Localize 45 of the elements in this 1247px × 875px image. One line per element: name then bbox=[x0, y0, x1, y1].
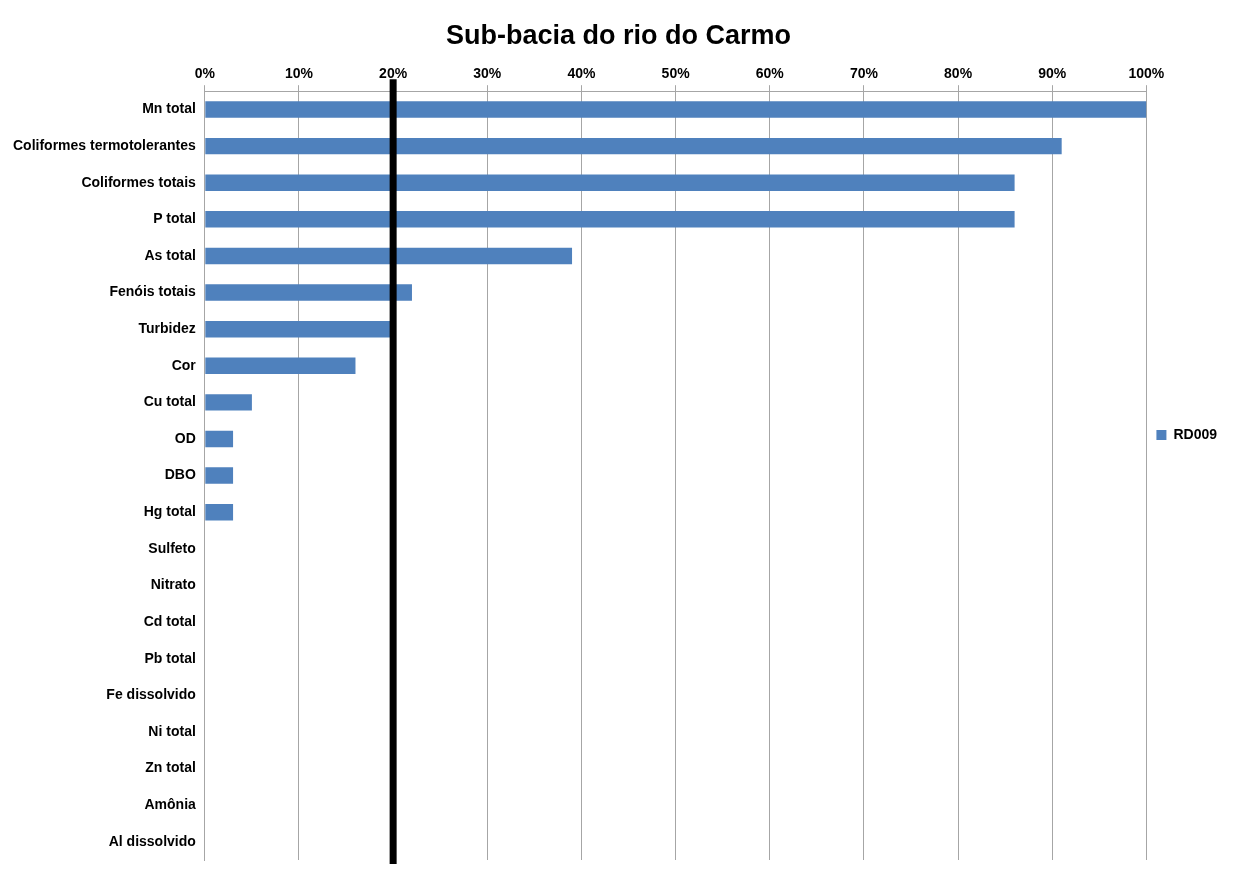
y-tick-label: Fenóis totais bbox=[109, 283, 197, 300]
y-tick-label: Hg total bbox=[143, 503, 196, 520]
y-tick-label: Mn total bbox=[142, 100, 196, 117]
y-tick-label: P total bbox=[153, 210, 196, 227]
x-tick-label: 40% bbox=[567, 64, 597, 81]
y-tick-label: As total bbox=[144, 246, 196, 263]
bar bbox=[205, 357, 356, 375]
x-tick-label: 0% bbox=[194, 64, 216, 81]
bar bbox=[205, 247, 573, 265]
y-tick-label: Amônia bbox=[144, 795, 197, 812]
x-tick-label: 90% bbox=[1038, 64, 1067, 81]
x-tick-label: 10% bbox=[284, 64, 314, 81]
y-tick-label: Sulfeto bbox=[148, 539, 196, 556]
bar bbox=[205, 503, 234, 521]
x-tick-label: 20% bbox=[379, 64, 408, 81]
bar bbox=[205, 211, 1015, 228]
y-tick-label: DBO bbox=[164, 466, 196, 483]
chart-title: Sub-bacia do rio do Carmo bbox=[445, 19, 792, 50]
x-tick-label: 30% bbox=[473, 64, 502, 81]
y-tick-label: Al dissolvido bbox=[108, 832, 196, 849]
x-tick-label: 60% bbox=[755, 64, 785, 81]
y-tick-label: Cor bbox=[171, 356, 197, 373]
y-tick-label: Ni total bbox=[148, 722, 196, 739]
bar bbox=[205, 430, 234, 448]
y-tick-label: Pb total bbox=[144, 649, 196, 666]
y-tick-label: Coliformes totais bbox=[81, 173, 197, 190]
y-tick-label: Fe dissolvido bbox=[106, 686, 196, 703]
bar bbox=[205, 284, 412, 301]
x-tick-label: 100% bbox=[1128, 64, 1165, 81]
legend-label: RD009 bbox=[1173, 425, 1218, 442]
bar bbox=[205, 394, 252, 411]
y-tick-label: Cd total bbox=[143, 612, 196, 629]
x-tick-label: 80% bbox=[944, 64, 973, 81]
x-tick-label: 50% bbox=[661, 64, 691, 81]
bar bbox=[205, 101, 1147, 118]
y-tick-label: Zn total bbox=[145, 759, 196, 776]
y-tick-label: Turbidez bbox=[138, 320, 196, 337]
bar bbox=[205, 137, 1062, 155]
y-tick-label: OD bbox=[174, 429, 196, 446]
bar bbox=[205, 467, 234, 484]
y-tick-label: Nitrato bbox=[150, 576, 196, 593]
y-tick-label: Coliformes termotolerantes bbox=[12, 136, 197, 153]
bar bbox=[205, 174, 1015, 191]
x-tick-label: 70% bbox=[849, 64, 879, 81]
y-tick-label: Cu total bbox=[143, 393, 196, 410]
